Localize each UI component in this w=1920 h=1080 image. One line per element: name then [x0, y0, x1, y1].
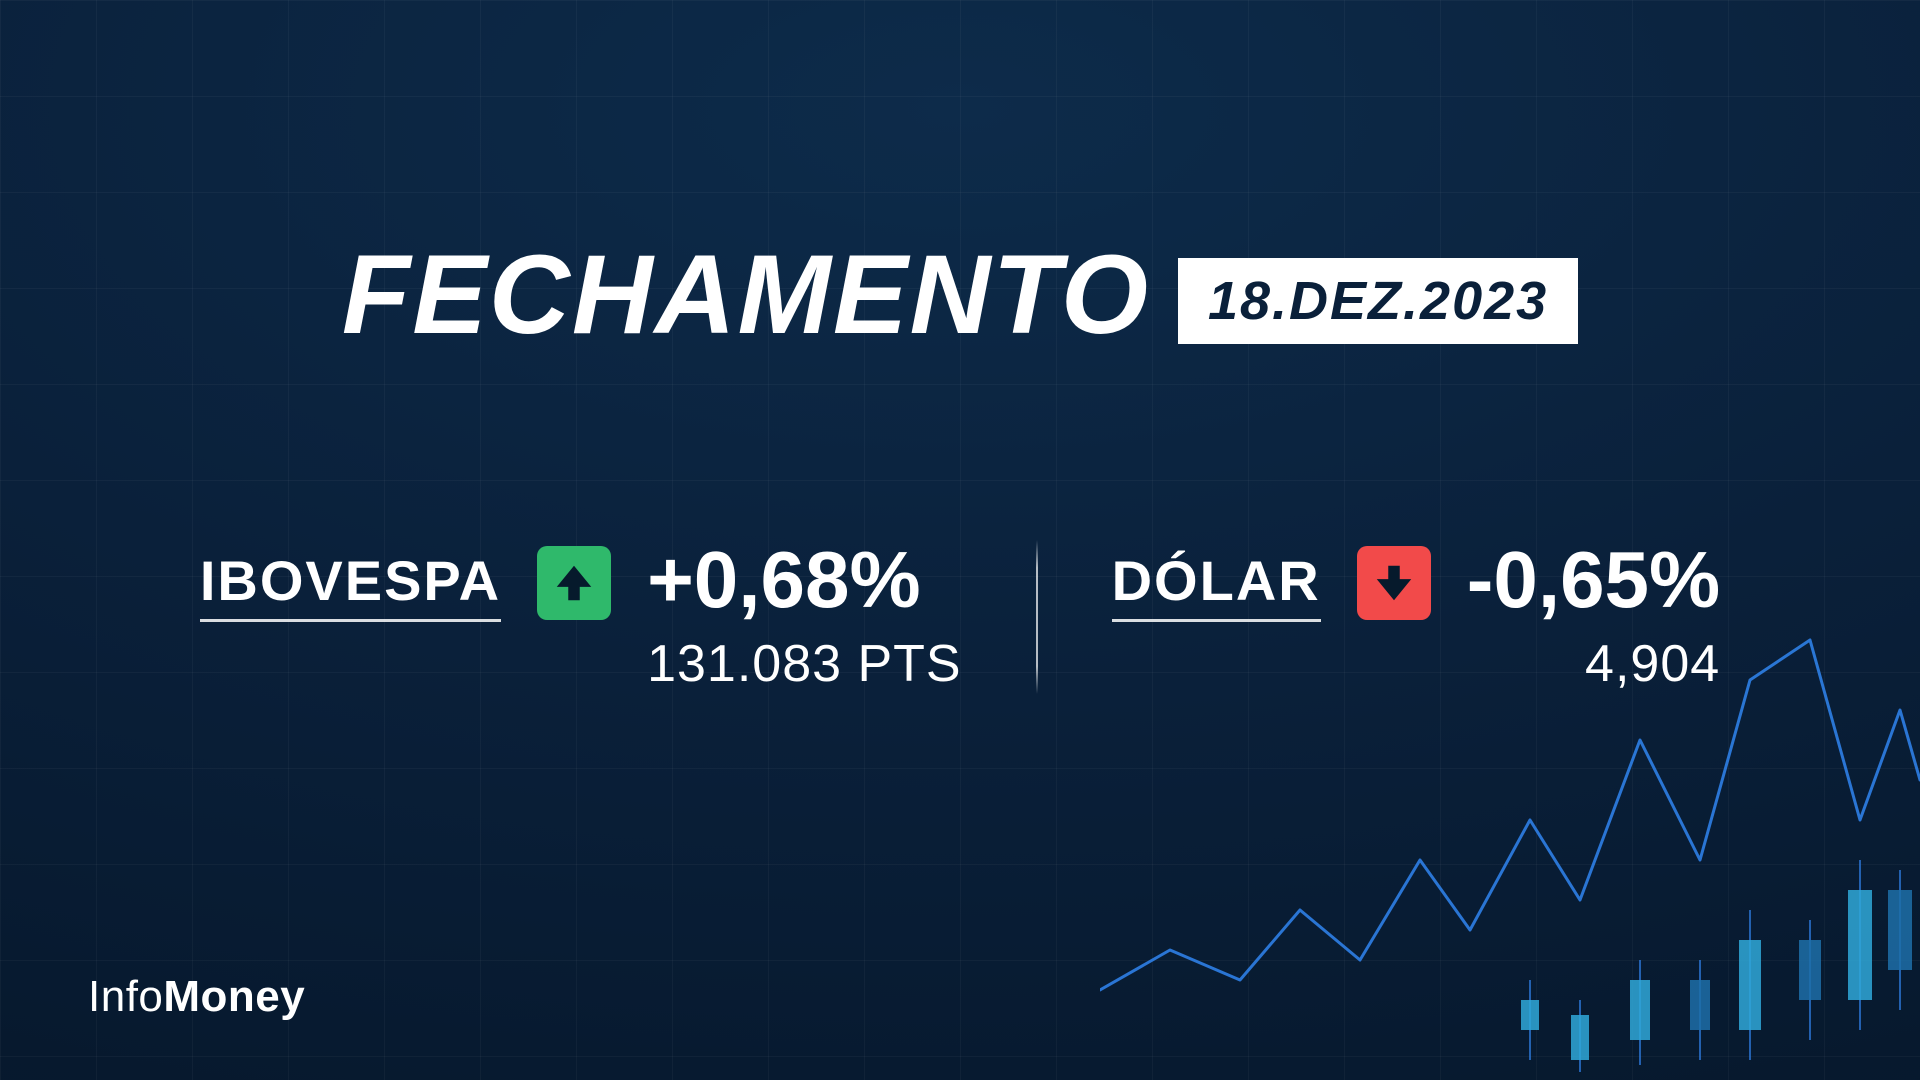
header: FECHAMENTO 18.DEZ.2023 [0, 230, 1920, 359]
label-underline [1112, 619, 1321, 622]
quote-dolar: DÓLAR -0,65% 4,904 [1042, 540, 1791, 694]
quote-label-col: DÓLAR [1112, 540, 1321, 622]
logo-part-2: Money [163, 972, 305, 1021]
arrow-up-icon [537, 546, 611, 620]
quote-label-col: IBOVESPA [200, 540, 501, 622]
quote-label-dolar: DÓLAR [1112, 548, 1321, 613]
logo-part-1: Info [88, 972, 163, 1021]
quote-values: +0,68% 131.083 PTS [647, 540, 962, 694]
date-badge: 18.DEZ.2023 [1178, 258, 1578, 344]
quote-values: -0,65% 4,904 [1467, 540, 1720, 694]
vertical-divider [1036, 540, 1038, 694]
quote-sub-ibovespa: 131.083 PTS [647, 634, 962, 694]
arrow-down-icon [1357, 546, 1431, 620]
quote-sub-dolar: 4,904 [1585, 634, 1720, 694]
brand-logo: InfoMoney [88, 972, 305, 1022]
quote-ibovespa: IBOVESPA +0,68% 131.083 PTS [130, 540, 1032, 694]
quote-percent-dolar: -0,65% [1467, 540, 1720, 620]
quotes-row: IBOVESPA +0,68% 131.083 PTS DÓLAR -0,65%… [0, 540, 1920, 694]
quote-label-ibovespa: IBOVESPA [200, 548, 501, 613]
label-underline [200, 619, 501, 622]
page-title: FECHAMENTO [342, 230, 1150, 359]
quote-percent-ibovespa: +0,68% [647, 540, 962, 620]
